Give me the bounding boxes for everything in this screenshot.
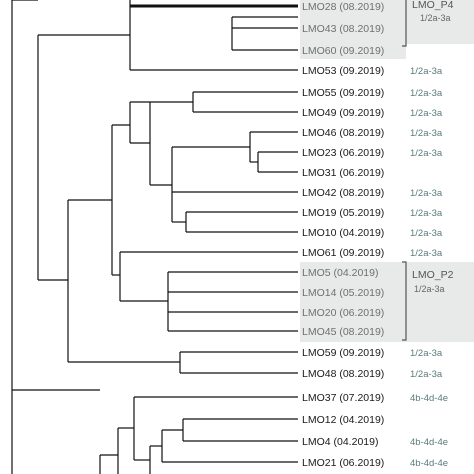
leaf-label-lmo46: LMO46 (08.2019) — [302, 127, 384, 139]
leaf-label-lmo42: LMO42 (08.2019) — [302, 187, 384, 199]
leaf-serotype-lmo55: 1/2a-3a — [410, 88, 443, 99]
leaf-serotype-lmo21: 4b-4d-4e — [410, 458, 448, 469]
clade-p2-bracket — [402, 261, 407, 341]
leaf-label-lmo49: LMO49 (09.2019) — [302, 107, 384, 119]
leaf-serotype-lmo61: 1/2a-3a — [410, 248, 443, 259]
clade-highlights — [300, 0, 474, 342]
clade-p4-serotype: 1/2a-3a — [420, 13, 451, 23]
tree-branches — [11, 0, 298, 474]
leaf-serotype-lmo48: 1/2a-3a — [410, 369, 443, 380]
leaf-serotype-lmo23: 1/2a-3a — [410, 148, 443, 159]
leaf-label-lmo48: LMO48 (08.2019) — [302, 368, 384, 380]
leaf-serotype-lmo59: 1/2a-3a — [410, 348, 443, 359]
leaf-label-lmo20: LMO20 (06.2019) — [302, 307, 384, 319]
leaf-label-lmo10: LMO10 (04.2019) — [302, 227, 384, 239]
leaf-label-lmo4: LMO4 (04.2019) — [302, 436, 378, 448]
leaf-label-lmo37: LMO37 (07.2019) — [302, 392, 384, 404]
leaf-label-lmo45: LMO45 (08.2019) — [302, 326, 384, 338]
leaf-label-lmo19: LMO19 (05.2019) — [302, 207, 384, 219]
clade-p4-highlight — [300, 0, 406, 59]
leaf-labels: LMO28 (08.2019) LMO43 (08.2019) LMO60 (09.… — [302, 1, 448, 469]
leaf-label-lmo59: LMO59 (09.2019) — [302, 347, 384, 359]
leaf-label-lmo31: LMO31 (06.2019) — [302, 167, 384, 179]
leaf-serotype-lmo4: 4b-4d-4e — [410, 437, 448, 448]
clade-p4-bracket — [402, 0, 407, 47]
clade-p4-label-highlight — [406, 0, 474, 44]
leaf-label-lmo12: LMO12 (04.2019) — [302, 414, 384, 426]
clade-p2-label-highlight — [406, 262, 474, 342]
leaf-label-lmo53: LMO53 (09.2019) — [302, 65, 384, 77]
leaf-serotype-lmo53: 1/2a-3a — [410, 66, 443, 77]
leaf-label-lmo60: LMO60 (09.2019) — [302, 45, 384, 57]
leaf-serotype-lmo49: 1/2a-3a — [410, 108, 443, 119]
clade-p2-name: LMO_P2 — [412, 269, 454, 281]
clade-p4-name: LMO_P4 — [412, 0, 454, 11]
leaf-label-lmo23: LMO23 (06.2019) — [302, 147, 384, 159]
leaf-serotype-lmo46: 1/2a-3a — [410, 128, 443, 139]
leaf-label-lmo28: LMO28 (08.2019) — [302, 1, 384, 13]
leaf-serotype-lmo10: 1/2a-3a — [410, 228, 443, 239]
clade-p2-highlight — [300, 262, 406, 342]
leaf-label-lmo43: LMO43 (08.2019) — [302, 23, 384, 35]
leaf-label-lmo14: LMO14 (05.2019) — [302, 287, 384, 299]
leaf-label-lmo55: LMO55 (09.2019) — [302, 87, 384, 99]
leaf-label-lmo21: LMO21 (06.2019) — [302, 457, 384, 469]
leaf-serotype-lmo37: 4b-4d-4e — [410, 393, 448, 404]
leaf-serotype-lmo19: 1/2a-3a — [410, 208, 443, 219]
leaf-label-lmo61: LMO61 (09.2019) — [302, 247, 384, 259]
leaf-serotype-lmo42: 1/2a-3a — [410, 188, 443, 199]
clade-labels: LMO_P4 1/2a-3a LMO_P2 1/2a-3a — [412, 0, 454, 294]
leaf-label-lmo5: LMO5 (04.2019) — [302, 267, 378, 279]
clade-p2-serotype: 1/2a-3a — [414, 284, 445, 294]
